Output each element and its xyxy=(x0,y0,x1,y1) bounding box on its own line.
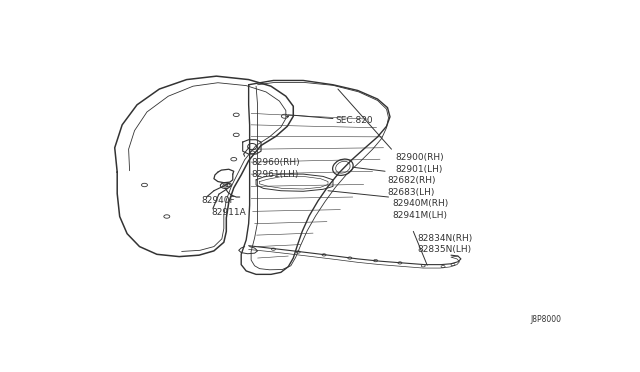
Text: SEC.820: SEC.820 xyxy=(335,116,373,125)
Text: 82900(RH)
82901(LH): 82900(RH) 82901(LH) xyxy=(395,154,444,174)
Text: J8P8000: J8P8000 xyxy=(530,315,561,324)
Text: 82940F: 82940F xyxy=(202,196,235,205)
Text: 82940M(RH)
82941M(LH): 82940M(RH) 82941M(LH) xyxy=(392,199,449,220)
Text: 82834N(RH)
82835N(LH): 82834N(RH) 82835N(LH) xyxy=(417,234,472,254)
Text: 82911A: 82911A xyxy=(211,208,246,217)
Text: 82682(RH)
82683(LH): 82682(RH) 82683(LH) xyxy=(388,176,436,197)
Text: 82960(RH)
82961(LH): 82960(RH) 82961(LH) xyxy=(251,158,300,179)
